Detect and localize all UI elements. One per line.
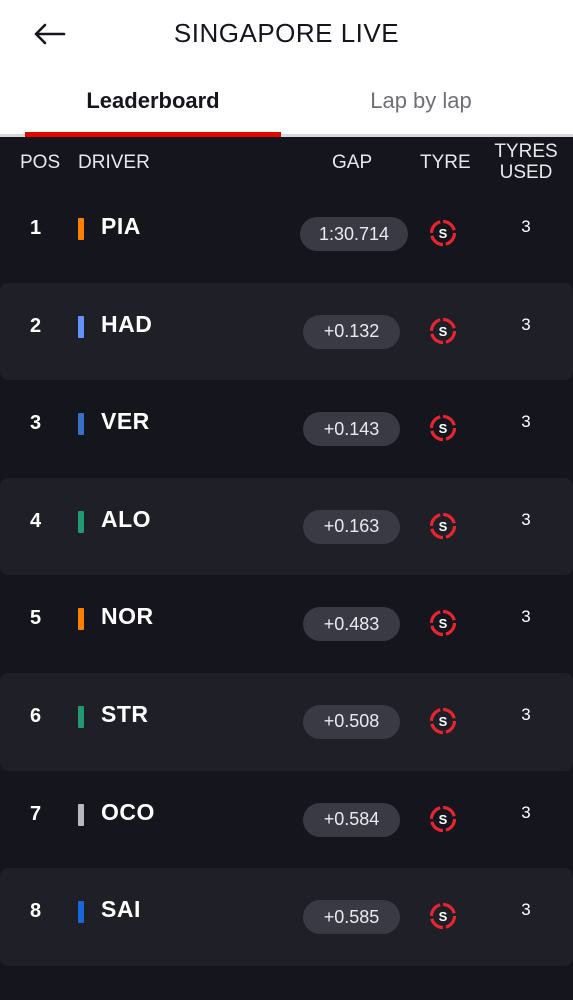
position: 7 <box>30 802 42 825</box>
gap-badge: +0.508 <box>303 704 400 739</box>
app-header: SINGAPORE LIVE Leaderboard Lap by lap <box>0 0 573 137</box>
driver-code: SAI <box>101 896 141 923</box>
driver-code: OCO <box>101 798 155 825</box>
gap-badge: +0.143 <box>303 412 400 447</box>
leaderboard-list: 1 PIA 1:30.714 S 3 2 HAD +0.132 S 3 3 VER +0.143 S 3 4 A… <box>0 185 573 966</box>
team-color-bar <box>78 510 84 533</box>
soft-tyre-icon: S <box>429 415 457 442</box>
team-color-bar <box>78 608 84 631</box>
soft-tyre-icon: S <box>429 219 457 247</box>
tyres-used-count: 3 <box>521 802 531 822</box>
leaderboard-row[interactable]: 4 ALO +0.163 S 3 <box>0 477 573 576</box>
gap-badge: 1:30.714 <box>300 217 408 251</box>
tyres-used-count: 3 <box>521 607 531 627</box>
tyres-used-count: 3 <box>521 704 531 724</box>
tab-lap-by-lap[interactable]: Lap by lap <box>370 88 472 113</box>
soft-tyre-icon: S <box>429 903 457 930</box>
team-color-bar <box>78 705 84 728</box>
leaderboard-row[interactable]: 1 PIA 1:30.714 S 3 <box>0 185 573 283</box>
tyre-compound-label: S <box>439 714 448 729</box>
driver-code: VER <box>101 408 150 435</box>
gap-badge: +0.483 <box>303 607 400 642</box>
gap-badge: +0.585 <box>303 900 400 935</box>
tyres-used-count: 3 <box>521 217 531 236</box>
team-color-bar <box>78 218 84 240</box>
driver-code: NOR <box>101 603 154 630</box>
page-title: SINGAPORE LIVE <box>173 18 400 48</box>
tyre-compound-label: S <box>439 812 448 827</box>
header-driver: DRIVER <box>78 152 150 173</box>
position: 5 <box>30 607 42 630</box>
driver-code: STR <box>101 700 149 727</box>
soft-tyre-icon: S <box>429 805 457 832</box>
soft-tyre-icon: S <box>429 610 457 637</box>
tab-leaderboard[interactable]: Leaderboard <box>86 88 220 113</box>
leaderboard-row[interactable]: 7 OCO +0.584 S 3 <box>0 771 573 869</box>
team-color-bar <box>78 315 84 338</box>
header-tyre: TYRE <box>420 152 471 173</box>
soft-tyre-icon: S <box>429 512 457 539</box>
team-color-bar <box>78 901 84 924</box>
leaderboard-row[interactable]: 8 SAI +0.585 S 3 <box>0 868 573 966</box>
arrow-left-icon <box>34 23 66 45</box>
tyre-compound-label: S <box>439 324 448 339</box>
driver-code: PIA <box>101 213 141 239</box>
header-pos: POS <box>20 152 61 173</box>
driver-code: HAD <box>101 310 153 337</box>
leaderboard-row[interactable]: 5 NOR +0.483 S 3 <box>0 575 573 673</box>
position: 1 <box>30 217 42 239</box>
team-color-bar <box>78 803 84 826</box>
soft-tyre-icon: S <box>429 707 457 735</box>
gap-badge: +0.584 <box>303 802 400 837</box>
header-tyres-used: TYRES USED <box>494 141 558 183</box>
tyre-compound-label: S <box>439 519 448 534</box>
tab-bar: Leaderboard Lap by lap <box>0 72 573 137</box>
header-gap: GAP <box>332 152 373 173</box>
tyres-used-count: 3 <box>521 900 531 920</box>
position: 3 <box>30 412 42 435</box>
position: 4 <box>30 509 42 532</box>
gap-badge: +0.132 <box>303 314 400 349</box>
soft-tyre-icon: S <box>429 317 457 344</box>
tyre-compound-label: S <box>439 909 448 924</box>
leaderboard-header: POS DRIVER GAP TYRE TYRES USED <box>0 140 573 184</box>
leaderboard-row[interactable]: 2 HAD +0.132 S 3 <box>0 282 573 381</box>
position: 8 <box>30 900 42 923</box>
tyre-compound-label: S <box>439 226 448 241</box>
gap-badge: +0.163 <box>303 509 400 544</box>
tyre-compound-label: S <box>439 616 448 631</box>
tyres-used-count: 3 <box>521 412 531 432</box>
position: 2 <box>30 314 42 337</box>
tyres-used-count: 3 <box>521 509 531 529</box>
driver-code: ALO <box>101 505 152 532</box>
team-color-bar <box>78 413 84 436</box>
back-button[interactable] <box>26 16 72 52</box>
tyres-used-count: 3 <box>521 314 531 334</box>
position: 6 <box>30 704 42 727</box>
leaderboard-row[interactable]: 3 VER +0.143 S 3 <box>0 380 573 478</box>
leaderboard-row[interactable]: 6 STR +0.508 S 3 <box>0 672 573 771</box>
tab-divider <box>0 134 573 137</box>
tyre-compound-label: S <box>439 421 448 436</box>
active-tab-indicator <box>25 132 281 137</box>
